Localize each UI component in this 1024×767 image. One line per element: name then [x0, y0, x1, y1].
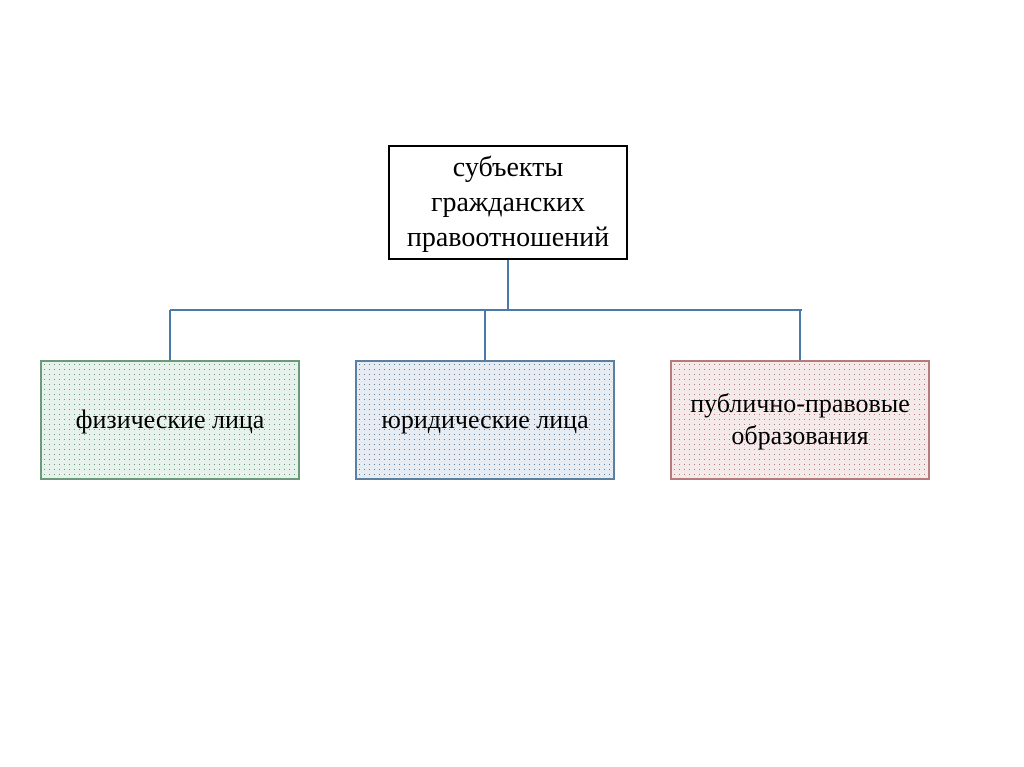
child-node-0: физические лица [40, 360, 300, 480]
parent-node: субъекты гражданских правоотношений [388, 145, 628, 260]
child-node-1: юридические лица [355, 360, 615, 480]
child-node-2-label: публично-правовые образования [682, 388, 918, 453]
child-node-0-label: физические лица [76, 404, 265, 437]
child-node-2: публично-правовые образования [670, 360, 930, 480]
parent-node-label: субъекты гражданских правоотношений [407, 150, 609, 255]
connector-horizontal [170, 309, 802, 311]
connector-trunk [507, 260, 509, 310]
connector-drop-2 [799, 310, 801, 360]
child-node-1-label: юридические лица [381, 404, 588, 437]
connector-drop-0 [169, 310, 171, 360]
connector-drop-1 [484, 310, 486, 360]
